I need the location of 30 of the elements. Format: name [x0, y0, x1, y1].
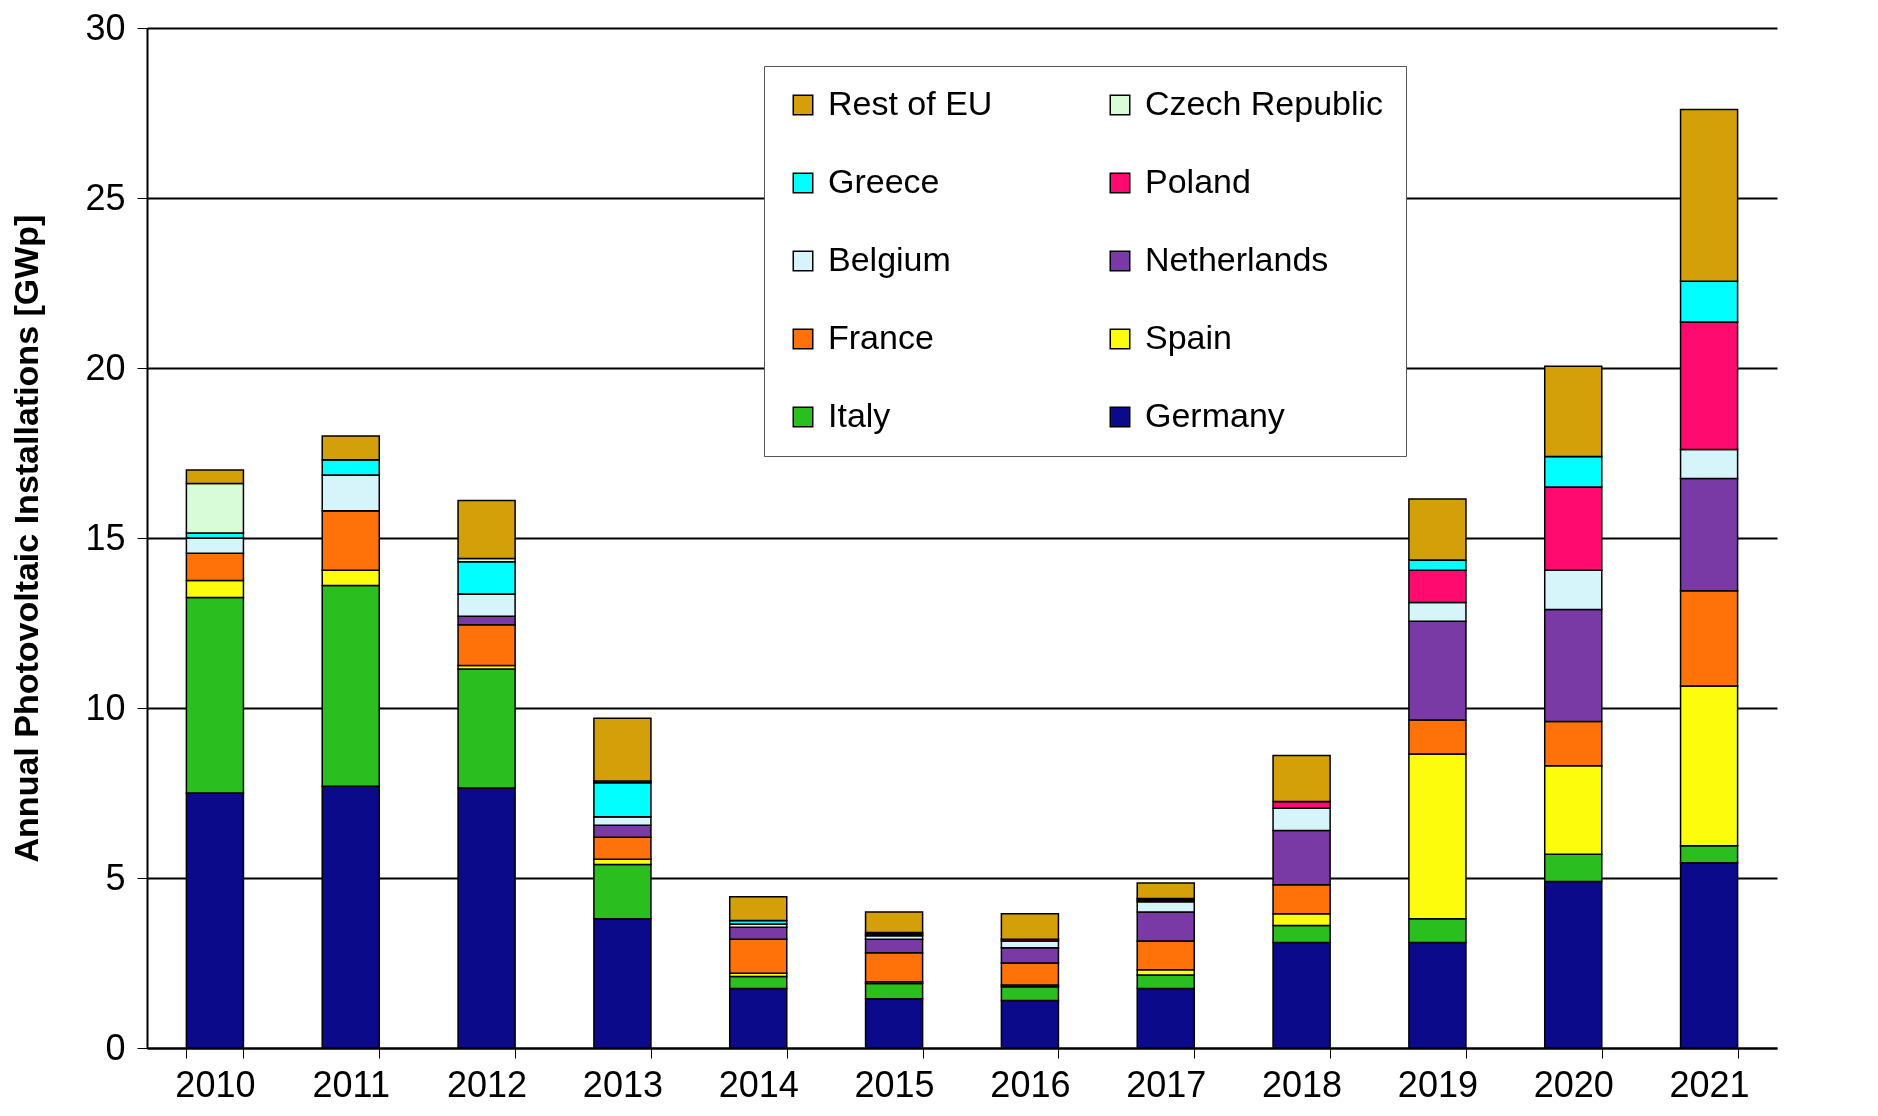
- legend-label: Greece: [828, 162, 940, 200]
- legend-label: France: [828, 318, 934, 356]
- y-tick-label: 25: [85, 176, 126, 218]
- x-tick-label: 2021: [1669, 1063, 1750, 1105]
- x-tick-label: 2020: [1533, 1063, 1614, 1105]
- x-tick-label: 2012: [447, 1063, 528, 1105]
- legend-label: Italy: [828, 396, 891, 434]
- x-tick-label: 2019: [1397, 1063, 1478, 1105]
- x-tick-label: 2010: [175, 1063, 256, 1105]
- x-tick-label: 2014: [718, 1063, 799, 1105]
- x-tick-label: 2016: [990, 1063, 1071, 1105]
- y-tick-label: 5: [105, 856, 126, 898]
- y-axis-title: Annual Photovoltaic Installations [GWp]: [7, 214, 46, 863]
- legend-label: Czech Republic: [1145, 84, 1384, 122]
- legend-label: Belgium: [828, 240, 951, 278]
- legend-label: Netherlands: [1145, 240, 1329, 278]
- legend-label: Germany: [1145, 396, 1285, 434]
- x-tick-label: 2017: [1126, 1063, 1207, 1105]
- legend-label: Rest of EU: [828, 84, 993, 122]
- y-tick-label: 30: [85, 6, 126, 48]
- x-tick-label: 2018: [1262, 1063, 1343, 1105]
- x-tick-label: 2011: [312, 1063, 390, 1105]
- x-tick-label: 2015: [854, 1063, 935, 1105]
- y-tick-label: 15: [85, 516, 126, 558]
- x-tick-label: 2013: [582, 1063, 663, 1105]
- legend-label: Poland: [1145, 162, 1251, 200]
- y-tick-label: 20: [85, 346, 126, 388]
- legend-label: Spain: [1145, 318, 1232, 356]
- y-tick-label: 10: [85, 686, 126, 728]
- y-tick-label: 0: [105, 1026, 126, 1068]
